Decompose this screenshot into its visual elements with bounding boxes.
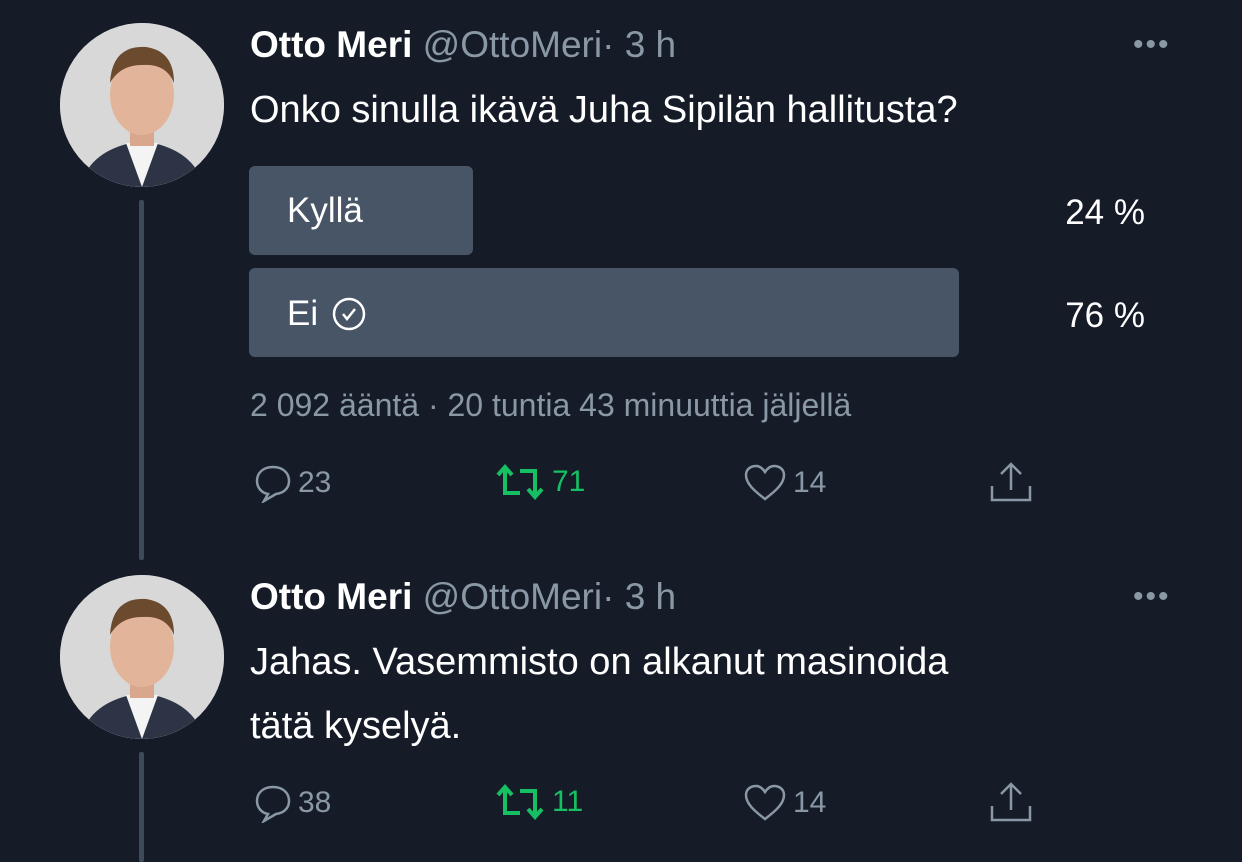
poll-option-label: Kyllä xyxy=(287,191,363,230)
tweet-text: Onko sinulla ikävä Juha Sipilän hallitus… xyxy=(250,89,958,131)
author-handle[interactable]: @OttoMeri xyxy=(422,24,603,65)
thread-line xyxy=(139,752,144,862)
like-button[interactable]: 14 xyxy=(743,783,826,823)
like-count: 14 xyxy=(793,786,827,819)
poll-option-percent: 76 % xyxy=(1065,296,1145,335)
tweet-header: Otto Meri @OttoMeri· 3 h xyxy=(250,576,676,618)
heart-icon xyxy=(744,464,786,501)
check-circle-icon xyxy=(332,297,366,331)
like-button[interactable]: 14 xyxy=(743,463,826,503)
poll-option-text: Ei xyxy=(287,294,319,333)
reply-icon xyxy=(255,465,291,503)
share-button[interactable] xyxy=(988,460,1034,504)
reply-button[interactable]: 38 xyxy=(254,783,331,823)
avatar[interactable] xyxy=(60,575,224,739)
tweet-header: Otto Meri @OttoMeri· 3 h xyxy=(250,24,676,66)
share-button[interactable] xyxy=(988,780,1034,824)
reply-count: 23 xyxy=(298,466,332,499)
avatar[interactable] xyxy=(60,23,224,187)
retweet-count: 11 xyxy=(552,785,584,818)
tweet-time: · 3 h xyxy=(602,24,677,65)
author-handle[interactable]: @OttoMeri xyxy=(422,576,603,617)
share-icon xyxy=(990,782,1032,822)
reply-count: 38 xyxy=(298,786,332,819)
more-options-button[interactable]: ••• xyxy=(1133,580,1171,613)
poll-bar-ei xyxy=(249,268,959,357)
reply-icon xyxy=(255,785,291,823)
retweet-count: 71 xyxy=(552,465,586,498)
retweet-icon xyxy=(496,783,544,821)
tweet-text: Jahas. Vasemmisto on alkanut masinoida tä… xyxy=(250,630,948,758)
share-icon xyxy=(990,462,1032,502)
retweet-button[interactable]: 11 xyxy=(494,783,583,821)
thread-line xyxy=(139,200,144,560)
poll-meta: 2 092 ääntä · 20 tuntia 43 minuuttia jäl… xyxy=(250,387,852,423)
author-name[interactable]: Otto Meri xyxy=(250,24,413,65)
tweet-time: · 3 h xyxy=(602,576,677,617)
tweet-text-line: Jahas. Vasemmisto on alkanut masinoida xyxy=(250,641,949,683)
author-name[interactable]: Otto Meri xyxy=(250,576,413,617)
retweet-icon xyxy=(496,463,544,501)
heart-icon xyxy=(744,784,786,821)
poll-option-percent: 24 % xyxy=(1065,193,1145,232)
retweet-button[interactable]: 71 xyxy=(494,463,585,501)
poll-option-label: Ei xyxy=(287,294,366,334)
poll-bar-kylla xyxy=(249,166,473,255)
reply-button[interactable]: 23 xyxy=(254,463,331,503)
like-count: 14 xyxy=(793,466,827,499)
tweet-text-line: tätä kyselyä. xyxy=(250,705,462,747)
more-options-button[interactable]: ••• xyxy=(1133,28,1171,61)
